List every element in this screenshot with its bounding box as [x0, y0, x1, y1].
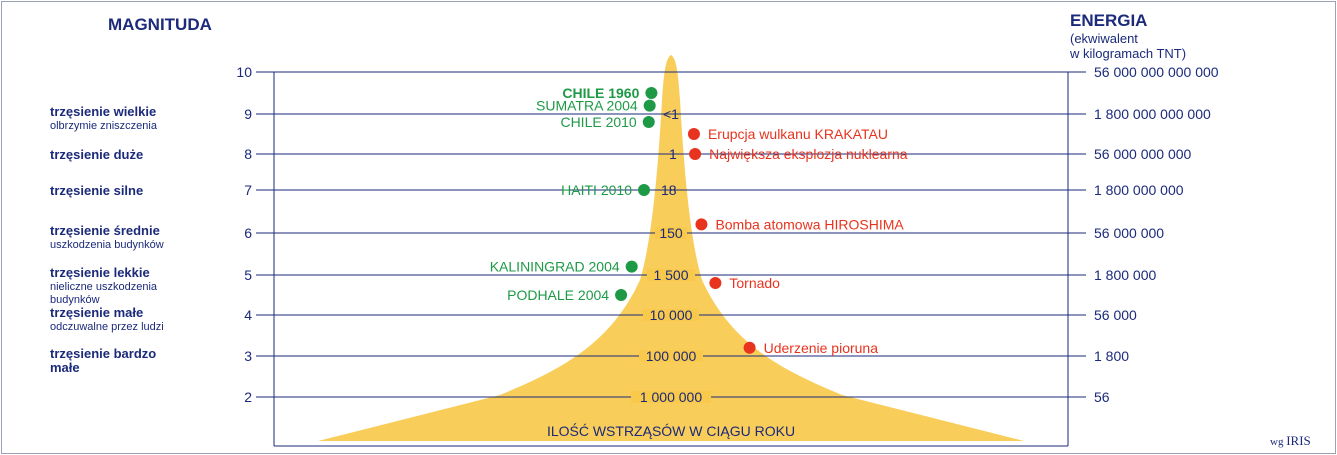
earthquake-dot-1	[643, 99, 656, 112]
annual-count-mag-9: <1	[663, 106, 679, 122]
category-title-mag-8: trzęsienie duże	[50, 147, 143, 162]
event-dot-1	[689, 148, 702, 160]
magnitude-tick-5: 5	[244, 267, 252, 283]
event-label-0: Erupcja wulkanu KRAKATAU	[708, 126, 888, 142]
energy-tick-10: 56 000 000 000 000	[1094, 64, 1219, 80]
magnitude-tick-8: 8	[244, 146, 252, 162]
category-desc-mag-9-0: olbrzymie zniszczenia	[50, 120, 158, 132]
earthquake-label-5: PODHALE 2004	[507, 287, 609, 303]
category-desc-mag-6-0: uszkodzenia budynków	[50, 239, 164, 251]
category-title-mag-9: trzęsienie wielkie	[50, 104, 156, 119]
annual-count-mag-7: 18	[661, 182, 677, 198]
energy-tick-5: 1 800 000	[1094, 267, 1156, 283]
event-label-1: Największa eksplozja nuklearna	[709, 146, 908, 162]
credit-name: IRIS	[1286, 433, 1311, 448]
credit: wg IRIS	[1270, 433, 1311, 448]
earthquake-label-1: SUMATRA 2004	[536, 98, 638, 114]
earthquake-label-4: KALININGRAD 2004	[490, 259, 620, 275]
earthquake-dot-4	[625, 260, 638, 273]
magnitude-tick-2: 2	[244, 389, 252, 405]
magnitude-tick-6: 6	[244, 225, 252, 241]
count-bg-mag-3	[639, 350, 703, 362]
magnitude-tick-3: 3	[244, 348, 252, 364]
energy-subtitle-2: w kilogramach TNT)	[1069, 46, 1186, 61]
annual-count-mag-5: 1 500	[653, 267, 688, 283]
magnitude-tick-9: 9	[244, 106, 252, 122]
event-dot-4	[743, 341, 756, 354]
annual-count-mag-8: 1	[669, 146, 677, 162]
category-desc-mag-5-0: nieliczne uszkodzenia	[50, 281, 158, 293]
credit-prefix: wg	[1270, 436, 1284, 448]
category-title-mag-4: trzęsienie małe	[50, 305, 143, 320]
category-title-mag-7: trzęsienie silne	[50, 183, 143, 198]
annual-count-label: ILOŚĆ WSTRZĄSÓW W CIĄGU ROKU	[547, 422, 795, 439]
category-title2-mag-3: małe	[50, 360, 80, 375]
energy-tick-7: 1 800 000 000	[1094, 182, 1184, 198]
earthquake-label-2: CHILE 2010	[560, 114, 636, 130]
energy-tick-6: 56 000 000	[1094, 225, 1164, 241]
count-bg-mag-6	[655, 227, 687, 239]
magnitude-tick-10: 10	[236, 64, 252, 80]
annual-count-mag-2: 1 000 000	[640, 389, 702, 405]
energy-tick-4: 56 000	[1094, 307, 1137, 323]
annual-count-mag-6: 150	[659, 225, 683, 241]
levels-layer: 10 56 000 000 000 000 9 1 800 000 000 000 <1…	[236, 64, 1218, 405]
earthquake-dot-2	[642, 116, 655, 128]
earthquake-label-0: CHILE 1960	[562, 85, 639, 101]
event-dot-3	[709, 277, 722, 289]
event-label-2: Bomba atomowa HIROSHIMA	[715, 216, 904, 232]
count-bg-mag-5	[647, 269, 695, 281]
category-desc-mag-5-1: budynków	[50, 294, 100, 306]
energy-tick-8: 56 000 000 000	[1094, 146, 1192, 162]
event-dot-2	[695, 218, 708, 231]
earthquake-frequency-peak	[318, 55, 1024, 441]
annual-count-mag-4: 10 000	[650, 307, 693, 323]
earthquake-label-3: HAITI 2010	[561, 182, 632, 198]
earthquake-dot-5	[615, 289, 628, 301]
count-bg-mag-4	[643, 309, 699, 321]
magnitude-title: MAGNITUDA	[108, 15, 212, 34]
energy-tick-2: 56	[1094, 389, 1110, 405]
category-title-mag-5: trzęsienie lekkie	[50, 265, 150, 280]
category-title-mag-6: trzęsienie średnie	[50, 223, 160, 238]
energy-subtitle-1: (ekwiwalent	[1070, 31, 1138, 46]
annual-count-mag-3: 100 000	[646, 348, 697, 364]
energy-title: ENERGIA	[1070, 11, 1147, 30]
earthquake-dot-3	[638, 184, 650, 196]
event-dot-0	[687, 128, 700, 140]
magnitude-tick-7: 7	[244, 182, 252, 198]
count-bg-mag-2	[631, 391, 711, 403]
event-label-4: Uderzenie pioruna	[764, 340, 879, 356]
energy-tick-9: 1 800 000 000 000	[1094, 106, 1211, 122]
earthquake-dot-0	[645, 87, 658, 99]
event-label-3: Tornado	[729, 275, 780, 291]
category-desc-mag-4-0: odczuwalne przez ludzi	[50, 321, 164, 333]
category-title-mag-3: trzęsienie bardzo	[50, 346, 156, 361]
energy-tick-3: 1 800	[1094, 348, 1129, 364]
magnitude-tick-4: 4	[244, 307, 252, 323]
